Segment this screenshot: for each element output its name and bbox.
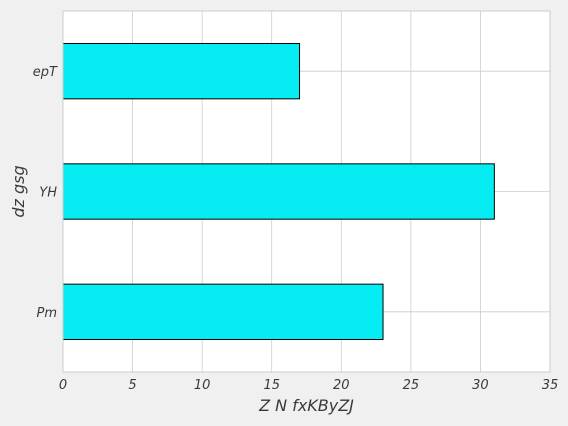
- x-tick-label: 15: [263, 378, 280, 393]
- bar-pm: [62, 283, 384, 341]
- x-tick-label: 5: [128, 378, 136, 393]
- plot-frame: [62, 10, 551, 373]
- x-tick-label: 0: [59, 378, 67, 393]
- y-tick-labels: Pm YH epT: [33, 65, 58, 321]
- x-tick-labels: 0 5 10 15 20 25 30 35: [59, 378, 558, 393]
- x-tick-label: 35: [542, 378, 559, 393]
- bars: [62, 42, 495, 341]
- bar-ept: [62, 42, 301, 100]
- x-tick-label: 25: [403, 378, 420, 393]
- y-tick-label: epT: [33, 65, 58, 80]
- y-tick-label: Pm: [36, 306, 57, 321]
- x-tick-label: 20: [333, 378, 350, 393]
- y-tick-label: YH: [39, 186, 57, 201]
- y-axis-title: dz gsg: [9, 165, 28, 217]
- x-tick-label: 10: [194, 378, 211, 393]
- x-axis-title: Z N fxKByZJ: [258, 396, 354, 415]
- bar-yh: [62, 163, 495, 220]
- x-tick-label: 30: [472, 378, 489, 393]
